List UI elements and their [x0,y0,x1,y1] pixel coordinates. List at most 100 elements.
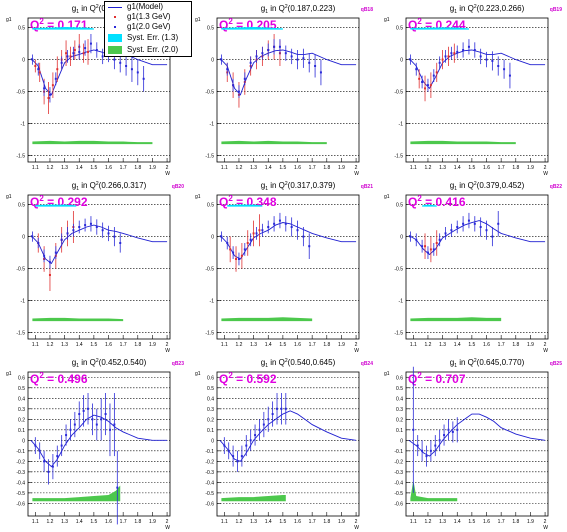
y-tick-label: -0.3 [394,470,403,476]
data-point-g1-20 [479,226,482,228]
data-point-g1-20 [508,74,511,77]
y-tick-label: 0.6 [396,375,403,381]
data-point-g1-13 [73,49,76,51]
syst-err-13-band [32,27,94,30]
x-tick-label: 1.2 [46,519,53,525]
chart-panel-qB19: 0.5 0 -0.5 -1 -1.5 1.1 1.2 1.3 1.4 1.5 1.6 1.7 1.8 1.… [384,4,562,177]
x-tick-label: 1.4 [76,342,83,348]
panel-title: g1 in Q2(0.379,0.452) [450,181,525,192]
y-tick-label: -1 [399,299,404,305]
x-tick-label: 1.6 [483,342,490,348]
data-point-g1-20 [462,222,465,225]
x-tick-label: 1.1 [221,165,228,171]
title-sym: g [261,4,265,13]
x-tick-label: 2 [355,342,358,348]
title-range: (0.187,0.223) [288,4,336,13]
x-tick-label: 1.5 [468,165,475,171]
data-point-g1-13 [252,232,255,235]
q2-label-value: = 0.592 [233,372,277,386]
data-point-g1-20 [104,413,107,416]
legend-blue-point-swatch [114,26,116,28]
x-tick-label: 1.7 [309,165,316,171]
data-point-g1-20 [31,235,34,238]
plot-frame [405,371,549,517]
x-tick-label: 1.1 [32,342,39,348]
data-point-g1-13 [48,274,51,276]
data-point-g1-13 [65,52,68,55]
chart-panel-qB24: 0.6 0.5 0.4 0.3 0.2 0.1 0 -0.1 -0.2 -0.3 -0.4 -0.5 -… [195,358,373,531]
title-sup: 2 [285,181,288,187]
data-point-g1-20 [34,444,37,447]
title-sup: 2 [474,358,477,364]
data-point-g1-13 [424,87,427,90]
x-tick-label: 1.7 [498,519,505,525]
x-tick-label: 1.9 [527,342,534,348]
data-point-g1-20 [497,65,500,67]
chart-panel-qB22: 0.5 0 -0.5 -1 -1.5 1.1 1.2 1.3 1.4 1.5 1.6 1.7 1.8 1.… [384,181,562,354]
data-point-g1-20 [473,222,476,225]
y-tick-label: -1.5 [16,331,25,337]
y-tick-label: -0.5 [205,90,214,96]
syst-err-20-band [410,317,502,322]
plot-frame [27,371,171,517]
data-point-g1-20 [243,77,246,80]
q2-label-value: = 0.292 [44,195,88,209]
syst-err-20-band [32,140,153,145]
y-tick-label: 0.5 [18,26,25,32]
syst-err-13-band [35,204,77,207]
data-point-g1-20 [319,71,322,74]
data-point-g1-20 [467,219,470,222]
x-tick-label: 1.3 [439,165,446,171]
plot-frame [216,194,360,340]
model-curve [30,414,168,468]
data-point-g1-20 [491,59,494,62]
data-point-g1-13 [240,254,243,257]
legend-cyan-box-swatch [108,34,122,42]
data-point-g1-20 [503,68,506,71]
syst-err-20-band [410,140,516,145]
x-tick-label: 1.5 [90,519,97,525]
data-point-g1-20 [267,226,270,228]
data-point-g1-20 [116,486,119,489]
data-point-g1-13 [38,71,41,74]
data-point-g1-13 [418,77,421,80]
y-tick-label: 0 [400,438,403,444]
y-tick-label: 0 [22,438,25,444]
data-point-g1-20 [429,449,432,452]
q2-label-sup: 2 [39,371,44,380]
data-point-g1-20 [78,226,81,228]
data-point-g1-20 [296,58,299,61]
y-tick-label: -0.4 [16,480,25,486]
x-tick-label: 1.6 [105,342,112,348]
syst-err-20-band [410,480,458,502]
x-tick-label: 1.5 [90,342,97,348]
x-tick-label: 2 [166,165,169,171]
q2-label-value: = 0.244 [422,18,466,32]
y-tick-label: -1.5 [394,154,403,160]
data-point-g1-20 [69,428,72,431]
title-sub: 1 [76,9,79,15]
panel-id: qB25 [550,361,562,367]
model-curve [219,49,357,96]
data-point-g1-20 [245,444,248,447]
data-point-g1-20 [72,52,75,55]
x-tick-label: 1.8 [323,519,330,525]
x-tick-label: 1.3 [61,342,68,348]
x-tick-label: 1.3 [61,519,68,525]
data-point-g1-20 [66,55,69,58]
x-tick-label: 1.8 [134,519,141,525]
legend-label: g1(Model) [127,2,164,11]
data-point-g1-20 [43,87,46,90]
q2-label-sup: 2 [228,371,233,380]
title-sym: g [72,181,76,190]
y-tick-label: 0 [211,58,214,64]
x-tick-label: 1.4 [265,165,272,171]
data-point-g1-20 [43,460,46,463]
y-tick-label: 0.4 [207,396,214,402]
title-mid: in Q [268,4,285,13]
data-point-g1-20 [421,449,424,452]
panel-title: g1 in Q2(0.452,0.540) [72,358,147,369]
q2-label-q: Q [30,18,39,32]
plot-frame [27,194,171,340]
data-point-g1-20 [485,229,488,232]
